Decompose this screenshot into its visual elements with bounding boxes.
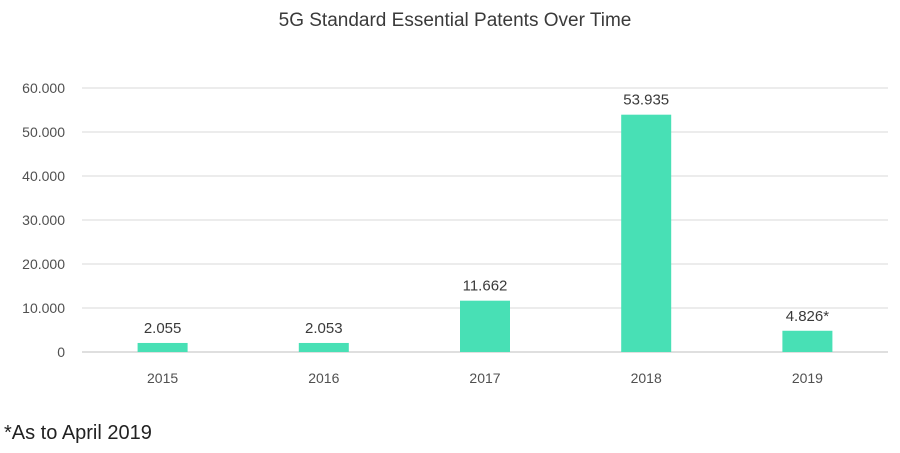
- data-label: 2.053: [305, 320, 343, 337]
- x-tick-label: 2016: [308, 370, 339, 386]
- data-label: 4.826*: [786, 308, 830, 325]
- bar: [298, 342, 349, 352]
- y-axis-tick-labels: 0 10.000 20.000 30.000 40.000 50.000 60.000: [22, 80, 65, 360]
- data-labels: 2.055 2.053 11.662 53.935 4.826*: [144, 92, 829, 337]
- x-tick-label: 2017: [469, 370, 500, 386]
- gridlines: [82, 87, 888, 353]
- data-label: 53.935: [623, 92, 669, 109]
- bar: [460, 300, 510, 352]
- chart-title: 5G Standard Essential Patents Over Time: [279, 10, 632, 31]
- data-label: 11.662: [463, 278, 508, 295]
- x-tick-label: 2018: [631, 370, 662, 386]
- x-tick-label: 2015: [147, 370, 178, 386]
- bars: [137, 114, 833, 352]
- y-tick-label: 30.000: [22, 212, 65, 228]
- y-tick-label: 20.000: [22, 256, 65, 272]
- bar: [782, 330, 833, 352]
- y-tick-label: 0: [57, 344, 65, 360]
- footnote: *As to April 2019: [4, 422, 152, 444]
- y-tick-label: 60.000: [22, 80, 65, 96]
- x-tick-label: 2019: [792, 370, 823, 386]
- x-axis-tick-labels: 2015 2016 2017 2018 2019: [147, 370, 823, 386]
- y-tick-label: 50.000: [22, 124, 65, 140]
- y-tick-label: 10.000: [22, 300, 65, 316]
- bar: [137, 342, 188, 352]
- bar: [621, 114, 672, 352]
- y-tick-label: 40.000: [22, 168, 65, 184]
- data-label: 2.055: [144, 320, 182, 337]
